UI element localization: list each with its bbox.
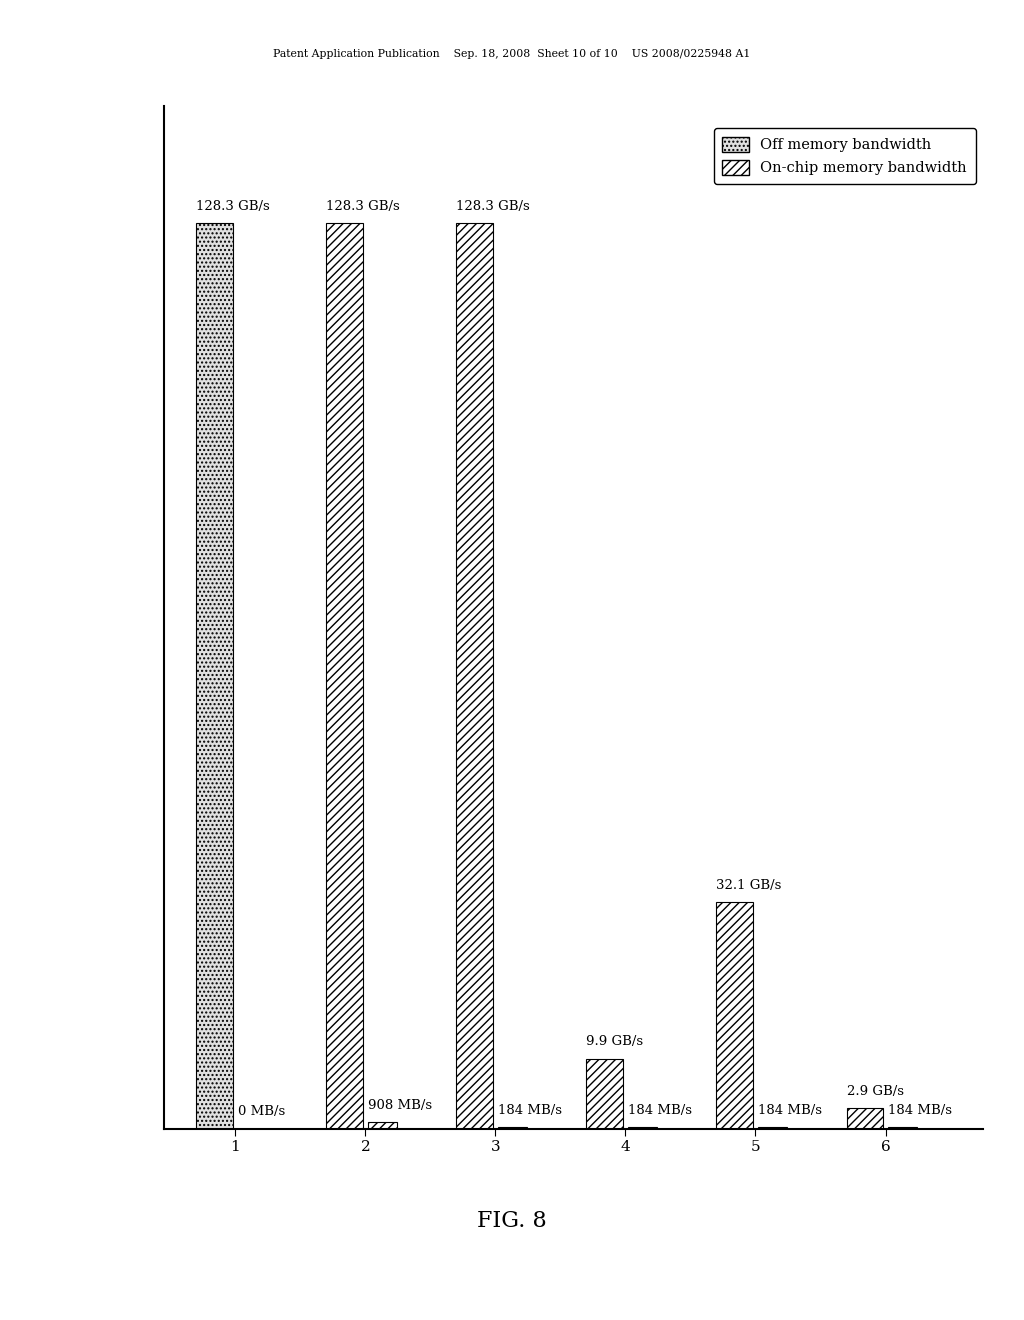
Bar — [847, 1109, 883, 1129]
Bar — [717, 902, 753, 1129]
Text: 2.9 GB/s: 2.9 GB/s — [847, 1085, 903, 1097]
Text: 9.9 GB/s: 9.9 GB/s — [587, 1035, 643, 1048]
Legend: Off memory bandwidth, On-chip memory bandwidth: Off memory bandwidth, On-chip memory ban… — [714, 128, 976, 183]
Bar — [457, 223, 493, 1129]
Text: 184 MB/s: 184 MB/s — [628, 1104, 692, 1117]
Text: Patent Application Publication    Sep. 18, 2008  Sheet 10 of 10    US 2008/02259: Patent Application Publication Sep. 18, … — [273, 49, 751, 59]
Text: 32.1 GB/s: 32.1 GB/s — [717, 879, 782, 891]
Bar — [327, 223, 362, 1129]
Bar — [197, 223, 232, 1129]
Text: 908 MB/s: 908 MB/s — [368, 1098, 432, 1111]
Bar — [587, 1059, 623, 1129]
Text: 128.3 GB/s: 128.3 GB/s — [457, 199, 530, 213]
Text: 184 MB/s: 184 MB/s — [888, 1104, 952, 1117]
Text: 128.3 GB/s: 128.3 GB/s — [197, 199, 270, 213]
Text: 184 MB/s: 184 MB/s — [498, 1104, 562, 1117]
Text: 128.3 GB/s: 128.3 GB/s — [327, 199, 400, 213]
Bar — [368, 1122, 396, 1129]
Text: FIG. 8: FIG. 8 — [477, 1210, 547, 1232]
Text: 184 MB/s: 184 MB/s — [758, 1104, 822, 1117]
Text: 0 MB/s: 0 MB/s — [238, 1105, 286, 1118]
